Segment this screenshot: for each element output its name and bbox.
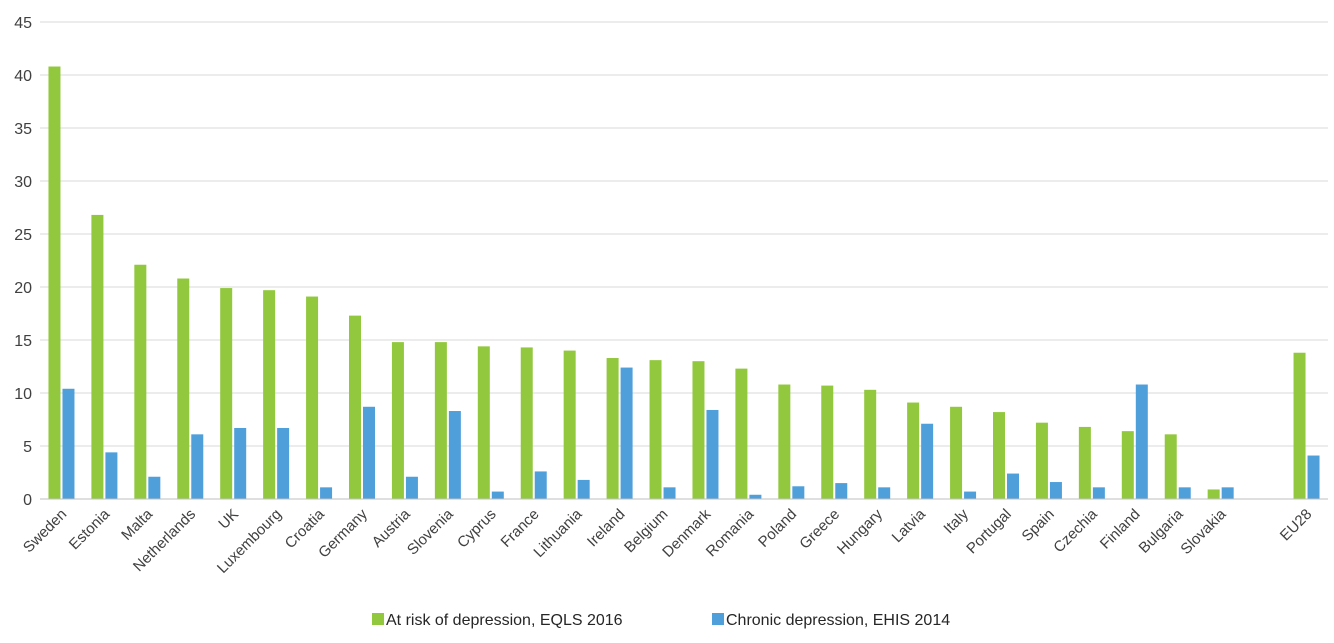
bar-risk-ireland (606, 358, 619, 499)
x-tick-label: Latvia (889, 505, 930, 546)
legend-label-chronic: Chronic depression, EHIS 2014 (726, 612, 950, 629)
bar-chronic-slovenia (448, 411, 461, 499)
bar-chronic-ireland (620, 367, 633, 499)
bar-risk-italy (950, 406, 963, 499)
x-tick-label: Malta (118, 505, 156, 543)
bar-chronic-malta (148, 476, 161, 499)
legend-label-risk: At risk of depression, EQLS 2016 (386, 612, 623, 629)
bar-risk-finland (1121, 431, 1134, 499)
bar-chronic-portugal (1007, 473, 1019, 499)
bar-chronic-austria (405, 476, 418, 499)
y-tick-label: 25 (14, 227, 32, 244)
bar-chronic-romania (749, 494, 762, 499)
bar-risk-bulgaria (1164, 434, 1177, 499)
bar-risk-slovenia (434, 342, 447, 499)
bar-risk-denmark (692, 361, 705, 499)
y-tick-label: 0 (23, 492, 32, 509)
bar-risk-netherlands (177, 278, 190, 499)
bar-risk-sweden (48, 66, 61, 500)
legend: At risk of depression, EQLS 2016 Chronic… (372, 612, 950, 629)
bar-chronic-france (534, 471, 547, 499)
bar-risk-eu28 (1293, 352, 1306, 499)
bar-risk-lithuania (563, 350, 576, 499)
bar-risk-greece (821, 385, 834, 499)
bar-risk-portugal (993, 412, 1005, 499)
x-tick-label: Poland (755, 506, 800, 551)
bar-chronic-estonia (105, 452, 118, 499)
bar-chronic-croatia (320, 487, 333, 499)
x-tick-label: Slovenia (404, 505, 457, 558)
bar-chronic-cyprus (491, 491, 504, 499)
bar-risk-luxembourg (263, 290, 276, 499)
x-tick-label: Czechia (1050, 505, 1101, 556)
bar-chronic-belgium (663, 487, 676, 499)
bar-risk-czechia (1078, 426, 1091, 499)
bar-chronic-greece (835, 483, 848, 499)
bar-risk-france (520, 347, 533, 499)
bar-risk-malta (134, 264, 147, 499)
bar-chronic-denmark (706, 409, 719, 499)
bar-chronic-hungary (878, 487, 891, 499)
y-tick-label: 5 (23, 439, 32, 456)
y-tick-label: 15 (14, 333, 32, 350)
bar-chronic-finland (1135, 384, 1148, 499)
bar-risk-romania (735, 368, 748, 499)
bar-chronic-bulgaria (1178, 487, 1191, 499)
bar-chronic-spain (1049, 482, 1062, 499)
bar-risk-austria (391, 342, 404, 499)
x-tick-label: Slovakia (1177, 505, 1230, 558)
y-tick-label: 35 (14, 121, 32, 138)
y-tick-label: 20 (14, 280, 32, 297)
bar-risk-estonia (91, 214, 104, 500)
x-tick-label: Romania (703, 505, 758, 560)
bar-chronic-luxembourg (277, 427, 290, 499)
bar-chronic-latvia (921, 423, 934, 499)
bar-chronic-germany (363, 406, 375, 499)
x-tick-label: Portugal (963, 506, 1015, 558)
bar-chronic-eu28 (1307, 455, 1320, 499)
legend-swatch-risk (372, 613, 384, 625)
bar-chronic-italy (964, 491, 977, 499)
bar-risk-slovakia (1207, 489, 1220, 499)
bar-chronic-uk (234, 427, 247, 499)
bar-chronic-lithuania (577, 479, 590, 499)
x-tick-label: Italy (940, 505, 972, 537)
x-tick-label: Hungary (834, 505, 886, 557)
x-tick-label: Spain (1019, 506, 1058, 545)
x-tick-label: Lithuania (530, 505, 586, 561)
bar-risk-latvia (907, 402, 920, 499)
y-tick-label: 45 (14, 15, 32, 32)
x-tick-label: Sweden (20, 506, 70, 556)
bar-chronic-czechia (1092, 487, 1105, 499)
y-tick-label: 40 (14, 68, 32, 85)
bar-chronic-slovakia (1221, 487, 1234, 499)
x-tick-label: EU28 (1277, 506, 1316, 545)
x-tick-label: Cyprus (454, 506, 500, 552)
x-tick-label: UK (215, 506, 242, 533)
legend-swatch-chronic (712, 613, 724, 625)
bars (48, 66, 1320, 500)
bar-risk-cyprus (477, 346, 490, 499)
bar-risk-uk (220, 288, 233, 499)
bar-risk-hungary (864, 389, 877, 499)
y-tick-label: 30 (14, 174, 32, 191)
gridlines (40, 21, 1328, 447)
bar-risk-croatia (306, 296, 319, 499)
bar-chronic-netherlands (191, 434, 204, 499)
x-tick-label: Estonia (66, 505, 114, 553)
bar-risk-belgium (649, 360, 662, 499)
bar-risk-spain (1035, 422, 1048, 499)
y-axis-ticks: 0 5 10 15 20 25 30 35 40 45 (14, 15, 32, 509)
bar-chronic-sweden (62, 388, 75, 499)
bar-risk-poland (778, 384, 791, 499)
bar-risk-germany (349, 315, 361, 499)
y-tick-label: 10 (14, 386, 32, 403)
bar-chronic-poland (792, 486, 805, 499)
